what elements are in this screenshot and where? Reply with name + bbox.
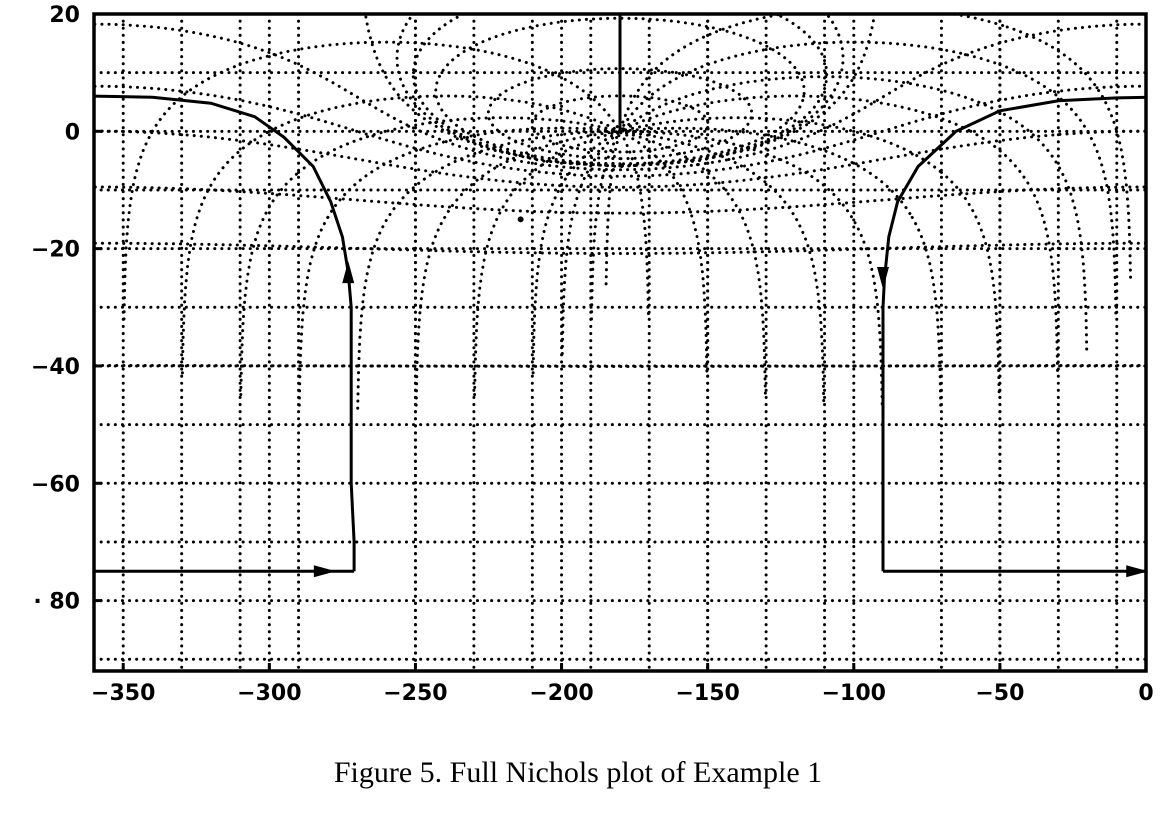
n-contour — [267, 94, 709, 375]
direction-arrow — [1126, 565, 1149, 578]
n-contour — [122, 63, 242, 321]
n-contour — [590, 40, 1002, 321]
y-tick-label: −60 — [31, 472, 80, 497]
n-contour — [1005, 25, 1133, 286]
m-contour — [94, 185, 1146, 215]
data-layer — [93, 14, 1149, 578]
n-contour — [969, 129, 1060, 375]
direction-arrow — [313, 565, 336, 578]
m-contour — [94, 241, 1146, 255]
annotation-dot — [517, 216, 524, 223]
figure-caption: Figure 5. Full Nichols plot of Example 1 — [334, 756, 822, 789]
n-contour — [939, 170, 1001, 397]
y-tick-label: · 80 — [33, 590, 80, 615]
m-contour — [94, 84, 1146, 178]
n-contour — [238, 40, 650, 321]
n-contour — [239, 170, 301, 397]
direction-arrow — [342, 261, 355, 284]
tick-layer: −350 −300 −250 −200 −150 −100 −50 0 20 0 −20 −40 −60… — [31, 3, 1154, 706]
m-contour — [411, 14, 829, 167]
n-contour — [180, 129, 271, 375]
n-contour — [998, 63, 1118, 321]
y-tick-label: 20 — [49, 3, 80, 28]
m-contour — [94, 22, 1146, 172]
y-tick-label: −20 — [31, 238, 80, 263]
x-tick-label: −150 — [675, 681, 739, 706]
n-contour — [910, 215, 943, 407]
m-contour — [94, 364, 1146, 368]
x-tick-label: −350 — [91, 681, 155, 706]
n-contour — [414, 126, 914, 407]
n-contour — [531, 94, 973, 375]
n-contour — [297, 215, 330, 407]
y-tick-label: 0 — [65, 120, 80, 145]
n-contour — [473, 116, 943, 397]
x-tick-label: −300 — [237, 681, 301, 706]
nyquist-locus-line — [93, 94, 356, 572]
n-contour — [326, 126, 826, 407]
n-contour — [604, 14, 1009, 286]
direction-arrow — [877, 266, 889, 289]
x-tick-label: −200 — [529, 681, 593, 706]
x-tick-label: −50 — [975, 681, 1024, 706]
y-tick-label: −40 — [31, 355, 80, 380]
nyquist-locus-line — [881, 95, 1147, 572]
m-contour — [94, 129, 1146, 189]
plot-frame — [92, 12, 1148, 673]
x-tick-label: 0 — [1138, 681, 1153, 706]
m-contour — [434, 16, 806, 166]
x-tick-label: −250 — [383, 681, 447, 706]
x-tick-label: −100 — [822, 681, 886, 706]
